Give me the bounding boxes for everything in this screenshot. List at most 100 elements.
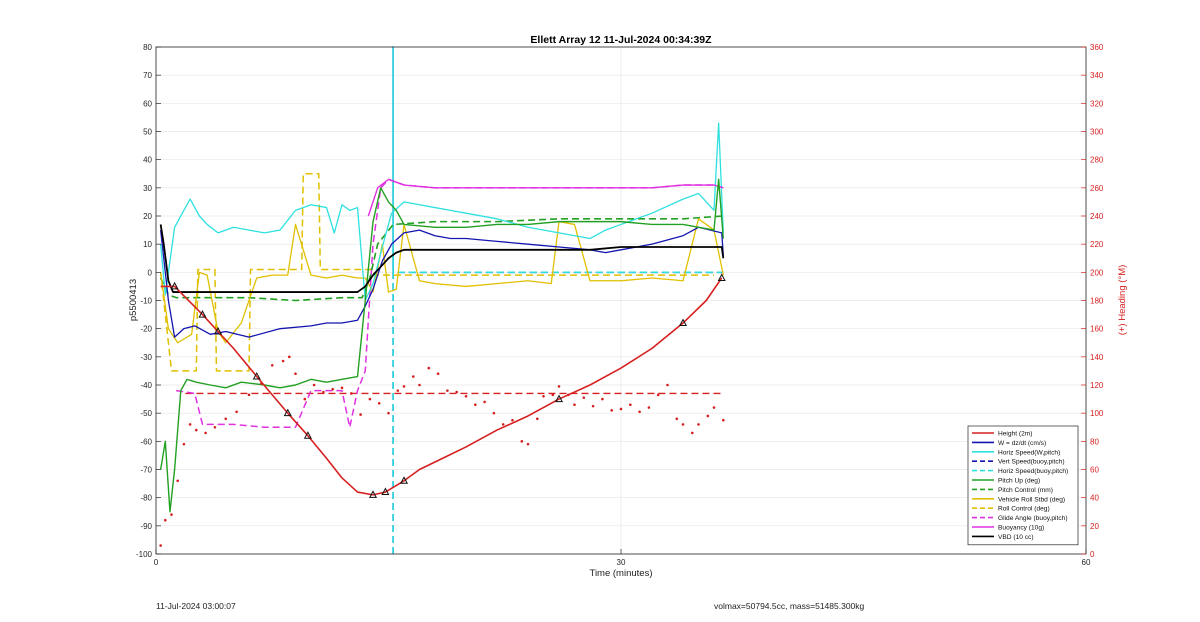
legend-entry: Vehicle Roll Stbd (deg)	[998, 496, 1065, 503]
footer-volmax-mass: volmax=50794.5cc, mass=51485.300kg	[714, 601, 865, 611]
height-marker	[303, 431, 312, 439]
y-right-tick-label: 60	[1090, 466, 1099, 475]
y-right-tick-label: 280	[1090, 156, 1104, 165]
series-layer	[159, 46, 726, 554]
heading-point	[359, 413, 362, 416]
y-right-tick-label: 200	[1090, 268, 1104, 277]
y-right-tick-label: 140	[1090, 353, 1104, 362]
legend-entry: VBD (10 cc)	[998, 534, 1034, 541]
heading-point	[396, 389, 400, 392]
series-line-8	[159, 173, 714, 372]
legend-box	[967, 425, 1079, 546]
y-tick-label: -50	[140, 409, 152, 418]
heading-point	[656, 393, 660, 397]
heading-point	[270, 363, 274, 367]
y-right-tick-label: 360	[1090, 43, 1104, 52]
heading-point	[474, 403, 477, 407]
y-tick-label: 30	[143, 184, 152, 193]
y-tick-label: -10	[140, 297, 152, 306]
legend-entry: Pitch Up (deg)	[998, 478, 1040, 485]
heading-point	[350, 392, 353, 395]
legend-entry: Vert Speed(buoy,pitch)	[998, 459, 1065, 466]
height-marker	[678, 318, 688, 327]
height-marker	[554, 394, 564, 403]
y-tick-label: -30	[140, 353, 152, 362]
heading-point	[610, 409, 613, 412]
heading-point	[619, 407, 623, 411]
heading-point	[647, 406, 651, 409]
y-tick-label: -80	[140, 494, 152, 503]
heading-point	[188, 423, 192, 426]
y-right-tick-label: 260	[1090, 184, 1104, 193]
chart-title: Ellett Array 12 11-Jul-2024 00:34:39Z	[530, 34, 712, 46]
legend-entry: Buoyancy (10g)	[998, 525, 1044, 532]
y-right-tick-label: 80	[1090, 437, 1099, 446]
heading-point	[176, 479, 179, 483]
height-marker	[399, 476, 409, 484]
heading-point	[170, 513, 173, 516]
y-right-tick-label: 340	[1090, 71, 1104, 80]
heading-point	[706, 414, 710, 418]
legend-entry: Horiz Speed(W,pitch)	[998, 449, 1060, 456]
heading-point	[331, 387, 335, 391]
heading-point	[446, 389, 449, 392]
heading-point	[294, 372, 297, 376]
y-tick-label: 40	[143, 156, 152, 165]
heading-point	[204, 431, 207, 435]
heading-point	[582, 396, 586, 399]
y-axis-left: -100-90-80-70-60-50-40-30-20-10010203040…	[136, 43, 161, 559]
heading-point	[412, 375, 415, 378]
y-right-tick-label: 40	[1090, 494, 1099, 503]
legend-entry: Height (2m)	[998, 431, 1032, 438]
heading-point	[247, 393, 251, 397]
x-axis-label: Time (minutes)	[590, 568, 653, 579]
heading-point	[629, 403, 632, 407]
heading-point	[501, 423, 505, 426]
heading-point	[483, 400, 486, 404]
y-tick-label: 20	[143, 212, 152, 221]
heading-point	[418, 383, 421, 387]
heading-point	[455, 390, 459, 394]
heading-point	[666, 383, 669, 387]
y-right-tick-label: 240	[1090, 212, 1104, 221]
height-marker	[283, 408, 292, 417]
y-tick-label: 10	[143, 240, 152, 249]
y-right-tick-label: 100	[1090, 409, 1104, 418]
legend-entry: Pitch Control (mm)	[998, 487, 1053, 494]
series-line-5	[159, 178, 724, 513]
heading-point	[427, 366, 431, 370]
heading-point	[288, 355, 291, 359]
y-right-tick-label: 220	[1090, 240, 1104, 249]
heading-point	[235, 410, 238, 414]
heading-point	[464, 394, 468, 398]
y-right-tick-label: 180	[1090, 297, 1104, 306]
y-right-tick-label: 300	[1090, 128, 1104, 137]
heading-point	[159, 544, 162, 547]
y-tick-label: 0	[148, 268, 153, 277]
heading-point	[536, 417, 539, 421]
heading-point	[511, 418, 514, 422]
y-tick-label: -60	[140, 437, 152, 446]
heading-point	[312, 383, 316, 387]
y-tick-label: -70	[140, 466, 152, 475]
y-tick-label: -20	[140, 325, 152, 334]
heading-point	[681, 423, 685, 426]
series-line-11	[159, 224, 725, 293]
x-tick-label: 60	[1082, 558, 1091, 567]
heading-point	[557, 385, 561, 388]
heading-point	[213, 425, 217, 429]
heading-point	[281, 359, 285, 363]
y-right-tick-label: 0	[1090, 550, 1095, 559]
x-tick-label: 0	[154, 558, 159, 567]
heading-point	[387, 411, 390, 415]
legend-entry: Roll Control (deg)	[998, 506, 1050, 513]
heading-point	[303, 397, 307, 401]
height-marker	[717, 273, 726, 281]
heading-point	[492, 411, 496, 415]
heading-point	[551, 393, 555, 397]
heading-point	[377, 402, 381, 405]
heading-point	[591, 404, 595, 408]
heading-point	[182, 442, 186, 446]
heading-point	[542, 394, 545, 398]
heading-point	[402, 385, 406, 388]
